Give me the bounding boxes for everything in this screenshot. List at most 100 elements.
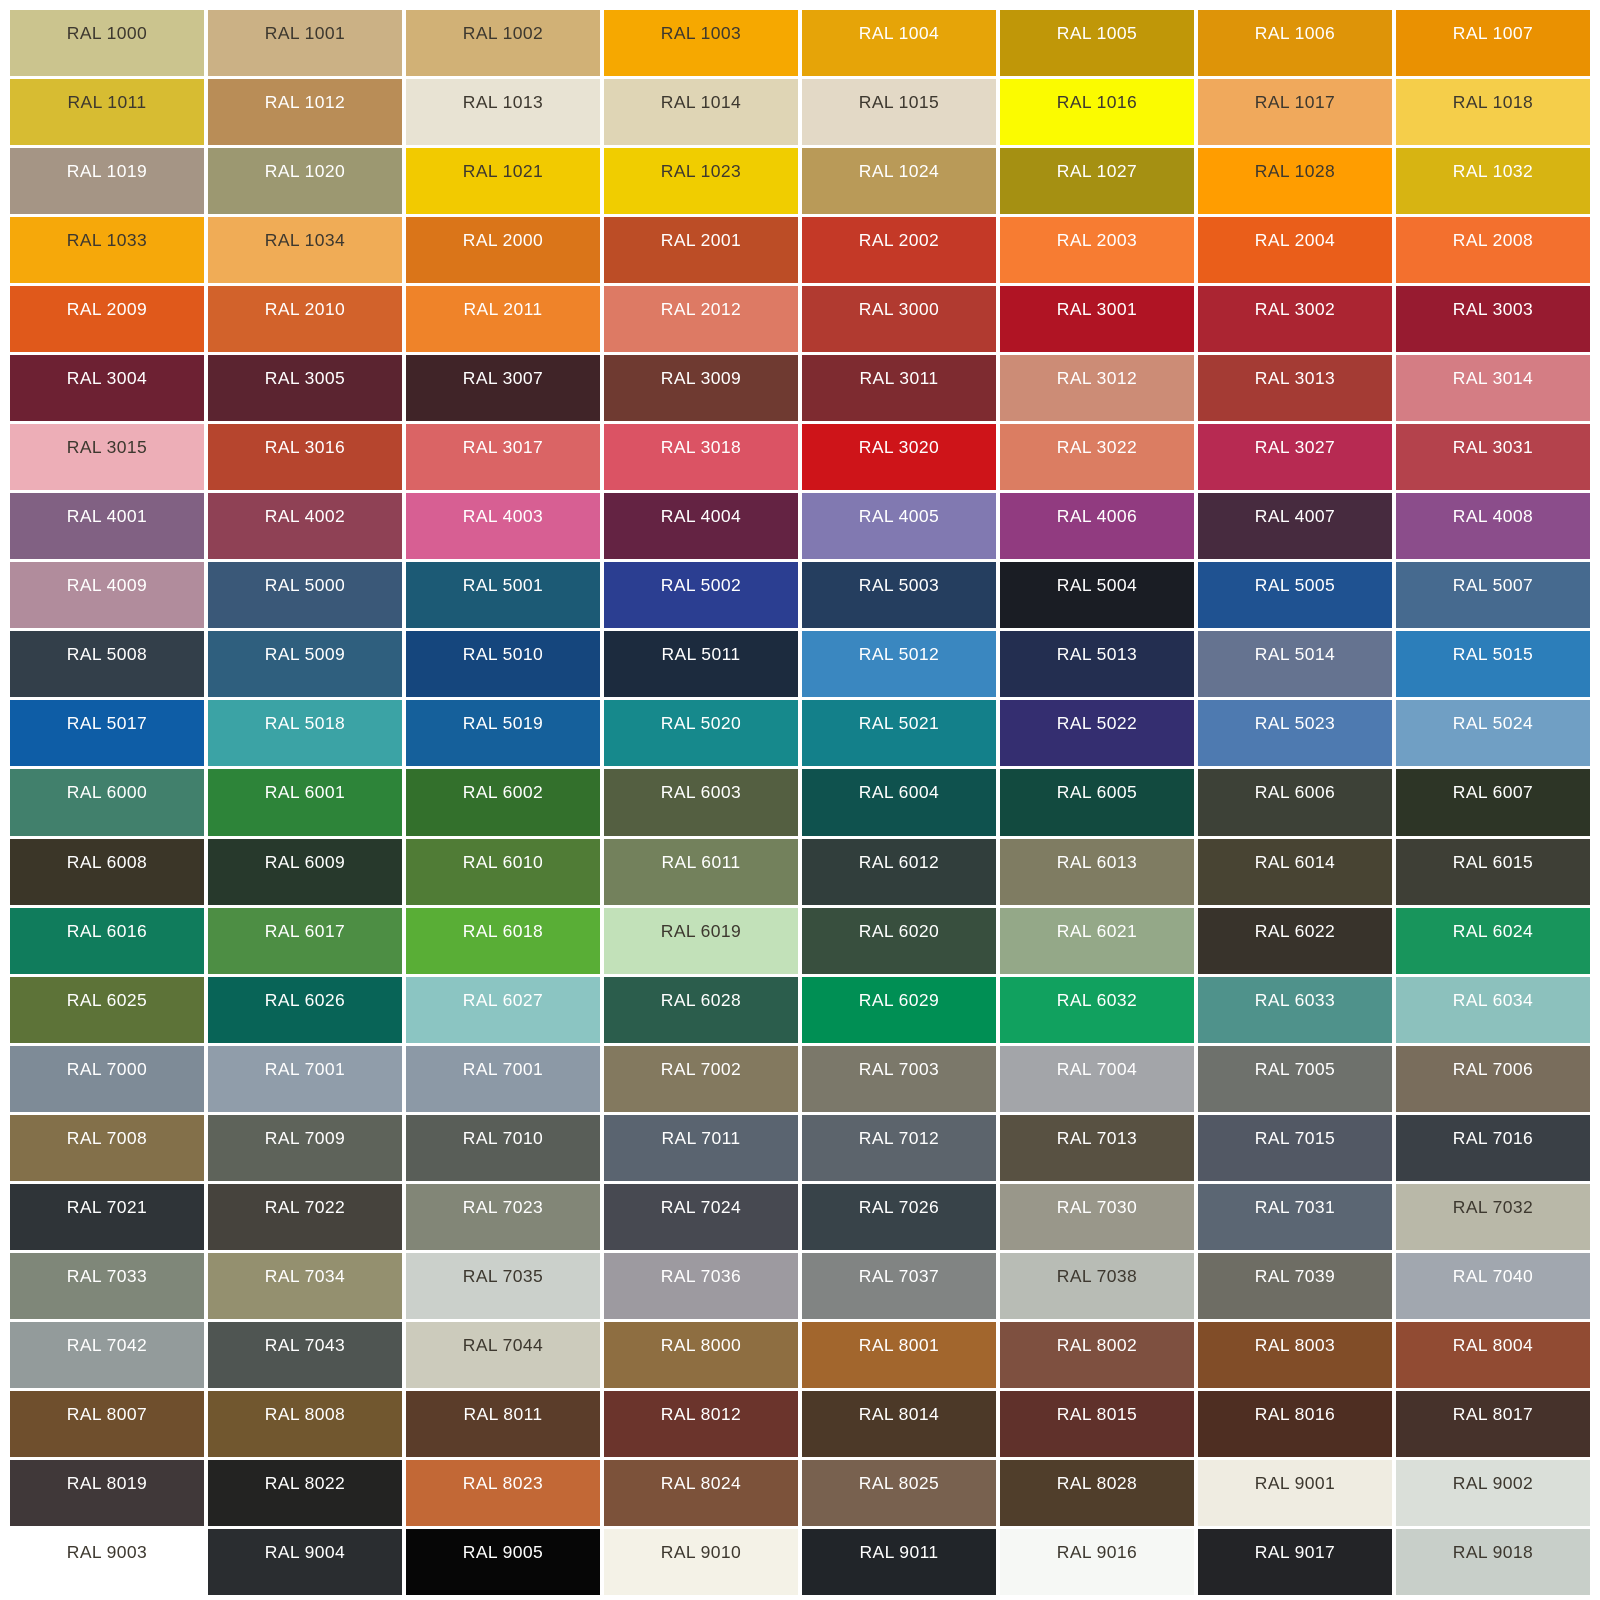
swatch-ral-6008: RAL 6008 [10, 838, 204, 905]
swatch-ral-7036: RAL 7036 [604, 1252, 798, 1319]
swatch-ral-5022: RAL 5022 [1000, 700, 1194, 767]
swatch-ral-2012: RAL 2012 [604, 286, 798, 353]
swatch-ral-9011: RAL 9011 [802, 1528, 996, 1595]
swatch-ral-7022: RAL 7022 [208, 1183, 402, 1250]
swatch-ral-7006: RAL 7006 [1396, 1045, 1590, 1112]
swatch-ral-3017: RAL 3017 [406, 424, 600, 491]
swatch-ral-8022: RAL 8022 [208, 1459, 402, 1526]
swatch-ral-7011: RAL 7011 [604, 1114, 798, 1181]
swatch-ral-5001: RAL 5001 [406, 562, 600, 629]
swatch-ral-7002: RAL 7002 [604, 1045, 798, 1112]
swatch-ral-3031: RAL 3031 [1396, 424, 1590, 491]
swatch-ral-1016: RAL 1016 [1000, 79, 1194, 146]
swatch-ral-1019: RAL 1019 [10, 148, 204, 215]
swatch-ral-6004: RAL 6004 [802, 769, 996, 836]
swatch-ral-7023: RAL 7023 [406, 1183, 600, 1250]
swatch-ral-8019: RAL 8019 [10, 1459, 204, 1526]
swatch-ral-7015: RAL 7015 [1198, 1114, 1392, 1181]
swatch-ral-2004: RAL 2004 [1198, 217, 1392, 284]
swatch-ral-6032: RAL 6032 [1000, 976, 1194, 1043]
swatch-ral-7035: RAL 7035 [406, 1252, 600, 1319]
swatch-ral-6013: RAL 6013 [1000, 838, 1194, 905]
swatch-ral-6002: RAL 6002 [406, 769, 600, 836]
swatch-ral-1032: RAL 1032 [1396, 148, 1590, 215]
swatch-ral-7005: RAL 7005 [1198, 1045, 1392, 1112]
swatch-ral-5019: RAL 5019 [406, 700, 600, 767]
swatch-ral-8004: RAL 8004 [1396, 1321, 1590, 1388]
swatch-ral-6009: RAL 6009 [208, 838, 402, 905]
swatch-ral-7032: RAL 7032 [1396, 1183, 1590, 1250]
swatch-ral-8007: RAL 8007 [10, 1390, 204, 1457]
swatch-ral-9017: RAL 9017 [1198, 1528, 1392, 1595]
swatch-ral-4004: RAL 4004 [604, 493, 798, 560]
swatch-ral-4001: RAL 4001 [10, 493, 204, 560]
swatch-ral-8008: RAL 8008 [208, 1390, 402, 1457]
swatch-ral-1013: RAL 1013 [406, 79, 600, 146]
swatch-ral-5020: RAL 5020 [604, 700, 798, 767]
swatch-ral-8012: RAL 8012 [604, 1390, 798, 1457]
swatch-ral-8001: RAL 8001 [802, 1321, 996, 1388]
swatch-ral-5007: RAL 5007 [1396, 562, 1590, 629]
swatch-ral-2003: RAL 2003 [1000, 217, 1194, 284]
swatch-ral-1000: RAL 1000 [10, 10, 204, 77]
swatch-ral-7001-2: RAL 7001 [406, 1045, 600, 1112]
swatch-ral-1002: RAL 1002 [406, 10, 600, 77]
swatch-ral-5009: RAL 5009 [208, 631, 402, 698]
swatch-ral-8002: RAL 8002 [1000, 1321, 1194, 1388]
swatch-ral-4002: RAL 4002 [208, 493, 402, 560]
swatch-ral-3027: RAL 3027 [1198, 424, 1392, 491]
swatch-ral-6025: RAL 6025 [10, 976, 204, 1043]
swatch-ral-5010: RAL 5010 [406, 631, 600, 698]
swatch-ral-9010: RAL 9010 [604, 1528, 798, 1595]
swatch-ral-7040: RAL 7040 [1396, 1252, 1590, 1319]
swatch-ral-3014: RAL 3014 [1396, 355, 1590, 422]
swatch-ral-6015: RAL 6015 [1396, 838, 1590, 905]
swatch-ral-1015: RAL 1015 [802, 79, 996, 146]
swatch-ral-1011: RAL 1011 [10, 79, 204, 146]
swatch-ral-9018: RAL 9018 [1396, 1528, 1590, 1595]
swatch-ral-1014: RAL 1014 [604, 79, 798, 146]
swatch-ral-7012: RAL 7012 [802, 1114, 996, 1181]
swatch-ral-3012: RAL 3012 [1000, 355, 1194, 422]
swatch-ral-6017: RAL 6017 [208, 907, 402, 974]
swatch-ral-3003: RAL 3003 [1396, 286, 1590, 353]
swatch-ral-8023: RAL 8023 [406, 1459, 600, 1526]
swatch-ral-7024: RAL 7024 [604, 1183, 798, 1250]
swatch-ral-8015: RAL 8015 [1000, 1390, 1194, 1457]
swatch-ral-9016: RAL 9016 [1000, 1528, 1194, 1595]
swatch-ral-5008: RAL 5008 [10, 631, 204, 698]
swatch-ral-3002: RAL 3002 [1198, 286, 1392, 353]
swatch-ral-3022: RAL 3022 [1000, 424, 1194, 491]
swatch-ral-1021: RAL 1021 [406, 148, 600, 215]
swatch-ral-6018: RAL 6018 [406, 907, 600, 974]
swatch-ral-6001: RAL 6001 [208, 769, 402, 836]
swatch-ral-2001: RAL 2001 [604, 217, 798, 284]
swatch-ral-1004: RAL 1004 [802, 10, 996, 77]
swatch-ral-5004: RAL 5004 [1000, 562, 1194, 629]
swatch-ral-3007: RAL 3007 [406, 355, 600, 422]
swatch-ral-7026: RAL 7026 [802, 1183, 996, 1250]
swatch-ral-3001: RAL 3001 [1000, 286, 1194, 353]
swatch-ral-6029: RAL 6029 [802, 976, 996, 1043]
swatch-ral-8017: RAL 8017 [1396, 1390, 1590, 1457]
swatch-ral-5003: RAL 5003 [802, 562, 996, 629]
swatch-ral-6019: RAL 6019 [604, 907, 798, 974]
swatch-ral-4007: RAL 4007 [1198, 493, 1392, 560]
swatch-ral-7033: RAL 7033 [10, 1252, 204, 1319]
swatch-ral-6033: RAL 6033 [1198, 976, 1392, 1043]
swatch-ral-8025: RAL 8025 [802, 1459, 996, 1526]
swatch-ral-7004: RAL 7004 [1000, 1045, 1194, 1112]
swatch-ral-1003: RAL 1003 [604, 10, 798, 77]
swatch-ral-2011: RAL 2011 [406, 286, 600, 353]
swatch-ral-1034: RAL 1034 [208, 217, 402, 284]
swatch-ral-4008: RAL 4008 [1396, 493, 1590, 560]
swatch-ral-2002: RAL 2002 [802, 217, 996, 284]
swatch-ral-6006: RAL 6006 [1198, 769, 1392, 836]
swatch-ral-7009: RAL 7009 [208, 1114, 402, 1181]
swatch-ral-6010: RAL 6010 [406, 838, 600, 905]
swatch-ral-5013: RAL 5013 [1000, 631, 1194, 698]
swatch-ral-5012: RAL 5012 [802, 631, 996, 698]
swatch-ral-8028: RAL 8028 [1000, 1459, 1194, 1526]
swatch-ral-2010: RAL 2010 [208, 286, 402, 353]
